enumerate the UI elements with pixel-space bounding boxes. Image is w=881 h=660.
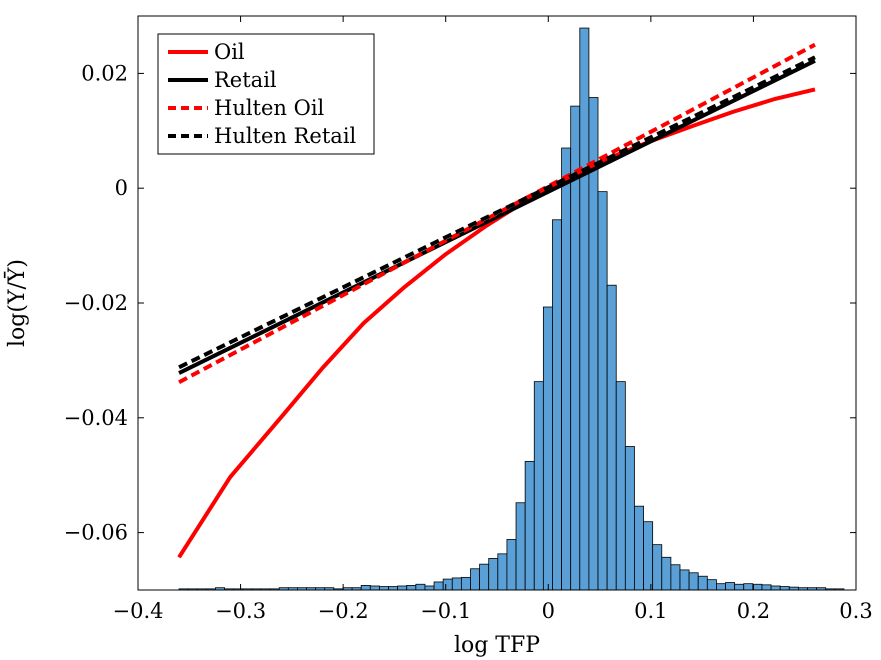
histogram-bar [479,563,490,591]
y-tick-label: −0.04 [64,406,128,430]
x-tick-label: 0.2 [737,599,770,623]
histogram-bar [379,586,389,591]
histogram-bar [442,578,453,591]
axis-ticks: −0.4 −0.3 −0.2 −0.1 0 0.1 0.2 0.3 0.02 0 −0.02 −0.0… [64,16,873,623]
y-tick-label: 0.02 [81,61,128,85]
histogram-bar [488,558,499,591]
histogram-bar [643,521,654,591]
histogram-bar [506,539,517,591]
histogram-bar [524,461,535,591]
legend-label: Oil [214,40,245,64]
histogram-bar [415,583,426,591]
histogram-bar [679,569,690,591]
x-tick-label: 0 [542,599,555,623]
x-tick-label: −0.2 [318,599,369,623]
legend-label: Hulten Retail [214,124,357,148]
histogram-bar [406,585,417,591]
x-tick-label: 0.1 [634,599,667,623]
histogram-bar [624,446,635,591]
histogram-bar [743,583,754,591]
histogram-bar [460,576,471,591]
histogram-bar [470,568,481,591]
histogram-bar [397,585,408,591]
histogram-bar [561,147,572,591]
histogram-bar [761,584,772,591]
legend-label: Hulten Oil [214,96,325,120]
histogram-bar [752,583,763,591]
histogram-bar [670,564,681,591]
histogram-bar [451,577,462,591]
histogram-bar [716,583,726,591]
x-tick-label: −0.4 [113,599,164,623]
histogram [178,27,845,591]
histogram-bar [688,572,699,591]
y-axis-title: log(Y/Ȳ) [4,259,30,347]
x-tick-label: −0.3 [215,599,266,623]
legend-label: Retail [214,68,277,92]
histogram-bar [706,579,717,591]
histogram-bar [552,219,562,591]
y-tick-label: −0.02 [64,291,128,315]
histogram-bar [615,381,626,591]
histogram-bar [734,583,745,591]
histogram-bar [433,581,444,591]
histogram-bar [579,27,590,591]
legend: Oil Retail Hulten Oil Hulten Retail [157,33,375,155]
histogram-bar [360,585,371,591]
series-line-retail [178,58,816,375]
histogram-bar [424,585,435,591]
x-tick-label: 0.3 [839,599,872,623]
histogram-bar [606,284,617,591]
histogram-bar [634,505,644,591]
histogram-bar [497,553,508,591]
histogram-bar [652,544,663,591]
x-tick-label: −0.1 [420,599,471,623]
series-line-hulten-retail [178,55,816,370]
series-line-oil [177,87,816,559]
histogram-bar [697,575,708,591]
y-tick-label: 0 [115,176,128,200]
histogram-bar [725,582,736,591]
series-line-hulten-oil [178,42,816,384]
histogram-bar [542,306,553,591]
histogram-bar [369,585,380,591]
histogram-bar [779,586,790,591]
histogram-bar [388,586,399,591]
histogram-bar [661,556,672,591]
x-axis-title: log TFP [454,633,540,658]
series-lines [177,42,816,559]
histogram-bar [515,502,526,591]
histogram-bar [597,191,608,591]
histogram-bar [533,381,544,591]
y-tick-label: −0.06 [64,521,128,545]
histogram-bar [770,585,781,591]
